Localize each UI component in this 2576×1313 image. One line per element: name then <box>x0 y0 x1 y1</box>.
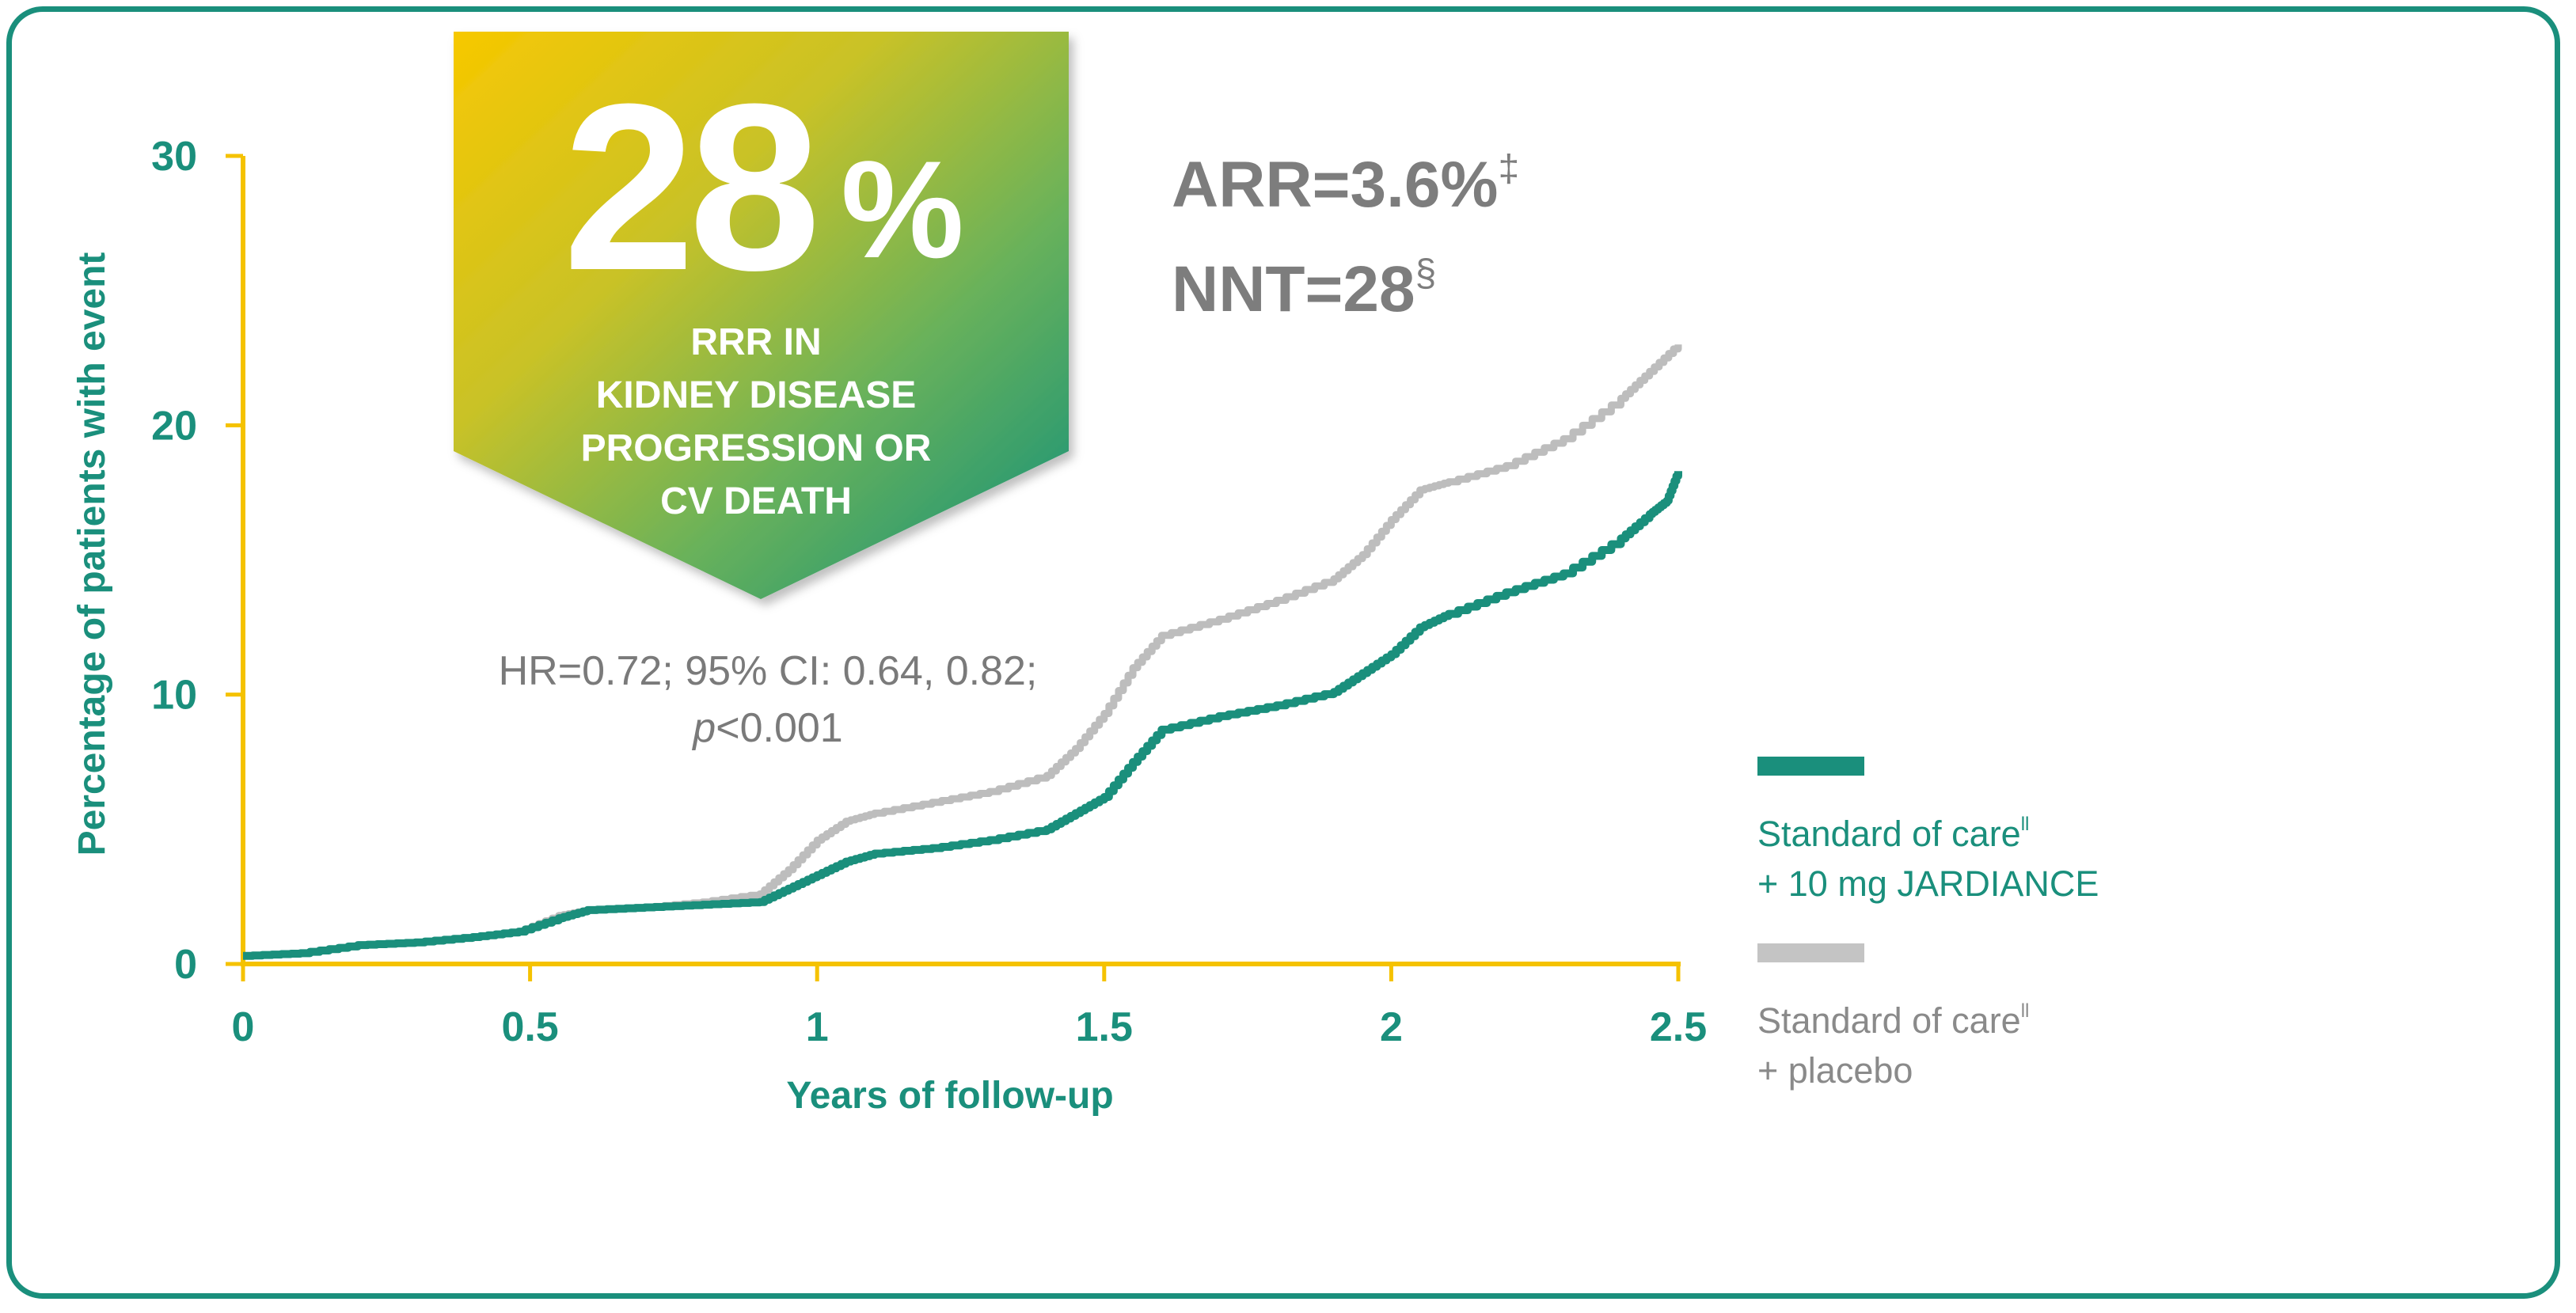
badge-line-1: RRR IN <box>690 321 821 363</box>
card-frame <box>6 6 2560 1299</box>
axis-ticks <box>226 154 1681 981</box>
legend-placebo-mark: ll <box>2020 1000 2030 1022</box>
x-tick-label-3: 1.5 <box>1076 1004 1133 1050</box>
x-tick-label-1: 0.5 <box>501 1004 558 1050</box>
p-value: <0.001 <box>716 705 843 751</box>
badge-unit: % <box>841 133 964 287</box>
x-tick-label-4: 2 <box>1380 1004 1403 1050</box>
series-layer <box>243 344 1682 960</box>
y-axis-label: Percentage of patients with event <box>71 252 113 856</box>
badge-line-4: CV DEATH <box>660 480 852 522</box>
y-tick-label-1: 10 <box>151 673 197 719</box>
hr-line-1: HR=0.72; 95% CI: 0.64, 0.82; <box>498 648 1038 694</box>
series-jardiance-line <box>243 471 1682 960</box>
legend-placebo-line-1: Standard of care <box>1757 1000 2021 1041</box>
hazard-ratio-text: HR=0.72; 95% CI: 0.64, 0.82; p<0.001 <box>443 643 1092 757</box>
x-axis-label: Years of follow-up <box>786 1075 1113 1117</box>
hr-line-2: p<0.001 <box>443 700 1092 757</box>
badge-text: 28 % RRR IN KIDNEY DISEASE PROGRESSION O… <box>563 54 964 522</box>
y-tick-label-2: 20 <box>151 403 197 449</box>
legend-swatch-jardiance <box>1757 757 1864 776</box>
y-tick-label-3: 30 <box>151 134 197 180</box>
stats-block: ARR=3.6%‡ NNT=28§ <box>1172 125 1519 334</box>
legend-label-placebo: Standard of carell + placebo <box>1757 986 2029 1095</box>
y-tick-label-0: 0 <box>174 942 197 988</box>
legend-jardiance-line-2: + 10 mg JARDIANCE <box>1757 863 2099 904</box>
legend-jardiance-line-1: Standard of care <box>1757 814 2021 854</box>
badge-value: 28 <box>563 54 815 320</box>
arr-stat: ARR=3.6%‡ <box>1172 125 1519 230</box>
tick-labels: 0 0.5 1 1.5 2 2.5 0 10 20 30 <box>151 134 1707 1050</box>
arr-value: ARR=3.6% <box>1172 149 1499 221</box>
legend-swatch-placebo <box>1757 943 1864 962</box>
badge-line-2: KIDNEY DISEASE <box>596 374 917 416</box>
x-tick-label-2: 1 <box>806 1004 829 1050</box>
legend-jardiance-mark: ll <box>2020 814 2030 835</box>
badge-shape <box>454 32 1069 599</box>
legend-placebo: Standard of carell + placebo <box>1757 943 2029 1095</box>
nnt-footnote-mark: § <box>1415 252 1437 294</box>
arr-footnote-mark: ‡ <box>1498 148 1520 190</box>
legend-label-jardiance: Standard of carell + 10 mg JARDIANCE <box>1757 799 2099 909</box>
rrr-badge <box>454 32 1069 599</box>
nnt-value: NNT=28 <box>1172 253 1415 325</box>
legend-placebo-line-2: + placebo <box>1757 1050 1913 1091</box>
badge-line-3: PROGRESSION OR <box>581 427 932 469</box>
legend-jardiance: Standard of carell + 10 mg JARDIANCE <box>1757 757 2099 909</box>
x-tick-label-5: 2.5 <box>1650 1004 1707 1050</box>
p-label: p <box>693 705 716 751</box>
x-tick-label-0: 0 <box>232 1004 255 1050</box>
axes <box>241 156 1681 966</box>
nnt-stat: NNT=28§ <box>1172 230 1519 334</box>
